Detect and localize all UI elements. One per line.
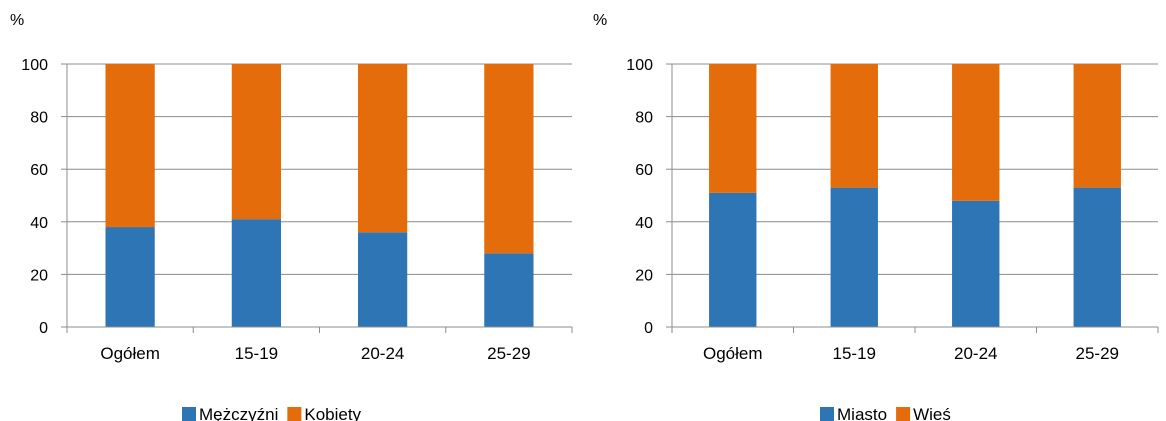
x-tick-label: 25-29	[487, 344, 530, 363]
x-tick-label: 20-24	[361, 344, 404, 363]
legend-swatch	[820, 407, 834, 421]
y-tick-label: 20	[30, 267, 48, 284]
legend-swatch	[287, 407, 302, 421]
x-tick-label: 25-29	[1076, 344, 1119, 363]
y-tick-label: 20	[635, 267, 653, 284]
bar-kobiety-ogółem	[105, 64, 155, 228]
legend-label: Miasto	[837, 405, 887, 421]
bar-mężczyźni-ogółem	[105, 227, 155, 327]
y-tick-label: 0	[644, 320, 653, 337]
y-unit-label: %	[10, 12, 24, 29]
y-tick-label: 80	[30, 110, 48, 127]
bar-mężczyźni-20-24	[358, 232, 408, 327]
legend-label: Wieś	[913, 405, 951, 421]
y-tick-label: 40	[30, 215, 48, 232]
legend-label: Kobiety	[304, 405, 361, 421]
legend-swatch	[896, 407, 911, 421]
y-tick-label: 0	[39, 320, 48, 337]
bar-wieś-ogółem	[709, 64, 757, 193]
bar-wieś-20-24	[952, 64, 1000, 201]
bar-kobiety-20-24	[358, 64, 408, 233]
legend-swatch	[182, 407, 196, 421]
x-tick-label: 15-19	[235, 344, 278, 363]
bar-kobiety-15-19	[231, 64, 281, 220]
bar-miasto-15-19	[830, 187, 878, 327]
chart-residence: % 0 20 40 60 80 100 Ogółem 15-19 20-24 25-29 Miasto…	[593, 12, 1159, 421]
chart-gender: % 0 20 40 60 80 100 Ogółem 15-19 20-24 25-29 Mężczy…	[10, 12, 573, 421]
y-tick-label: 60	[30, 162, 48, 179]
bar-wieś-25-29	[1073, 64, 1121, 188]
bar-miasto-25-29	[1073, 187, 1121, 327]
y-tick-label: 100	[21, 57, 48, 74]
bar-miasto-ogółem	[709, 192, 757, 327]
bar-miasto-20-24	[952, 200, 1000, 327]
x-tick-label: 20-24	[954, 344, 997, 363]
bar-kobiety-25-29	[484, 64, 534, 254]
legend-label: Mężczyźni	[199, 405, 278, 421]
bar-mężczyźni-15-19	[231, 219, 281, 327]
y-tick-label: 80	[635, 110, 653, 127]
y-tick-label: 40	[635, 215, 653, 232]
bar-mężczyźni-25-29	[484, 253, 534, 327]
y-tick-label: 100	[626, 57, 653, 74]
y-unit-label: %	[593, 12, 607, 29]
y-tick-label: 60	[635, 162, 653, 179]
x-tick-label: 15-19	[833, 344, 876, 363]
x-tick-label: Ogółem	[100, 344, 160, 363]
bar-wieś-15-19	[830, 64, 878, 188]
x-tick-label: Ogółem	[703, 344, 763, 363]
